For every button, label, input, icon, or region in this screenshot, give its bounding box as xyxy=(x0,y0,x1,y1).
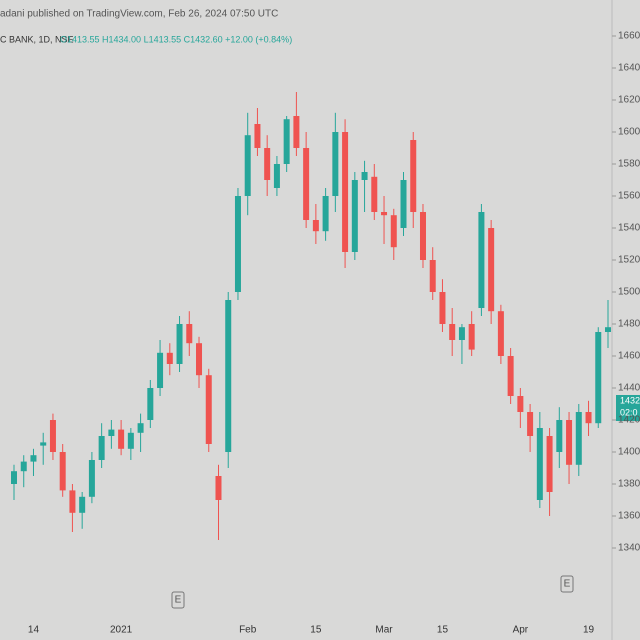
candle-body xyxy=(575,412,582,465)
candle-body xyxy=(166,352,173,364)
y-tick-label: 1500.00 xyxy=(618,287,640,298)
candle-body xyxy=(322,196,329,232)
candle-body xyxy=(390,215,397,248)
candle-body xyxy=(342,132,349,252)
candle-body xyxy=(20,461,27,472)
candle-body xyxy=(439,292,446,324)
candle-body xyxy=(176,324,183,364)
y-tick-label: 1560.00 xyxy=(618,191,640,202)
ohlc: O1413.55 H1434.00 L1413.55 C1432.60 +12.… xyxy=(60,34,292,44)
candle-body xyxy=(371,176,378,212)
y-tick-label: 1420.00 xyxy=(618,415,640,426)
publisher-line: adani published on TradingView.com, Feb … xyxy=(0,9,278,20)
candle-body xyxy=(69,490,76,513)
candle-body xyxy=(312,220,319,232)
candle-body xyxy=(507,356,514,396)
candle-body xyxy=(11,471,17,484)
candle-body xyxy=(234,196,241,292)
x-tick-label: 15 xyxy=(310,625,322,636)
candle-body xyxy=(546,436,553,492)
candle-body xyxy=(478,212,485,308)
candle-body xyxy=(351,180,358,252)
y-tick-label: 1520.00 xyxy=(618,255,640,266)
candle-body xyxy=(536,428,543,500)
y-tick-label: 1660.00 xyxy=(618,31,640,42)
candle-body xyxy=(410,140,417,212)
event-marker-label[interactable]: E xyxy=(564,579,571,590)
y-tick-label: 1460.00 xyxy=(618,351,640,362)
candle-body xyxy=(361,172,368,180)
candle-body xyxy=(527,412,534,436)
y-tick-label: 1400.00 xyxy=(618,447,640,458)
y-tick-label: 1360.00 xyxy=(618,511,640,522)
candle-body xyxy=(196,343,203,376)
candle-body xyxy=(497,311,504,356)
candle-body xyxy=(293,116,300,148)
candle-body xyxy=(303,148,310,220)
event-marker[interactable] xyxy=(560,575,574,593)
candle-body xyxy=(419,212,426,260)
candle-body xyxy=(381,212,388,216)
event-marker-label[interactable]: E xyxy=(175,595,182,606)
y-tick-label: 1640.00 xyxy=(618,63,640,74)
candle-body xyxy=(517,396,524,412)
candle-body xyxy=(118,429,125,449)
candle-body xyxy=(595,332,602,424)
y-tick-label: 1340.00 xyxy=(618,543,640,554)
event-marker[interactable] xyxy=(171,591,185,609)
y-tick-label: 1620.00 xyxy=(618,95,640,106)
candle-body xyxy=(429,260,436,292)
y-tick-label: 1380.00 xyxy=(618,479,640,490)
candle-body xyxy=(566,420,573,465)
x-tick-label: Feb xyxy=(239,625,257,636)
candle-body xyxy=(254,124,261,148)
candle-body xyxy=(49,420,56,452)
countdown: 02:0 xyxy=(620,407,638,417)
candle-body xyxy=(98,436,105,460)
candle-body xyxy=(264,148,271,180)
candle-body xyxy=(283,119,290,164)
candle-body xyxy=(88,460,95,497)
candle-body xyxy=(225,300,232,452)
x-tick-label: Apr xyxy=(513,625,529,636)
x-tick-label: 2021 xyxy=(110,625,133,636)
candle-body xyxy=(244,135,251,196)
candle-body xyxy=(458,327,465,340)
candle-body xyxy=(108,429,115,436)
x-tick-label: 14 xyxy=(28,625,40,636)
candle-body xyxy=(585,412,592,424)
candle-body xyxy=(147,388,154,420)
y-tick-label: 1580.00 xyxy=(618,159,640,170)
candle-body xyxy=(79,496,86,513)
last-price-label: 1432.60 xyxy=(620,395,640,405)
candle-body xyxy=(332,132,339,196)
candle-body xyxy=(215,476,222,500)
candle-body xyxy=(137,423,144,433)
candle-body xyxy=(40,442,47,446)
candle-body xyxy=(205,375,212,444)
x-tick-label: Mar xyxy=(375,625,393,636)
y-tick-label: 1480.00 xyxy=(618,319,640,330)
candle-body xyxy=(605,327,611,332)
candle-body xyxy=(488,228,495,312)
y-tick-label: 1440.00 xyxy=(618,383,640,394)
candle-body xyxy=(186,324,193,344)
symbol: C BANK, 1D, NSE xyxy=(0,34,74,44)
candle-body xyxy=(127,432,134,449)
last-price-box xyxy=(616,395,640,421)
candle-body xyxy=(59,452,66,491)
y-tick-label: 1540.00 xyxy=(618,223,640,234)
candle-body xyxy=(30,455,37,462)
candle-body xyxy=(449,324,456,340)
candle-body xyxy=(400,180,407,228)
candle-body xyxy=(468,324,475,350)
candle-body xyxy=(157,352,164,388)
y-tick-label: 1600.00 xyxy=(618,127,640,138)
candle-body xyxy=(273,164,280,188)
x-tick-label: 19 xyxy=(583,625,595,636)
x-tick-label: 15 xyxy=(437,625,449,636)
candle-body xyxy=(556,420,563,452)
